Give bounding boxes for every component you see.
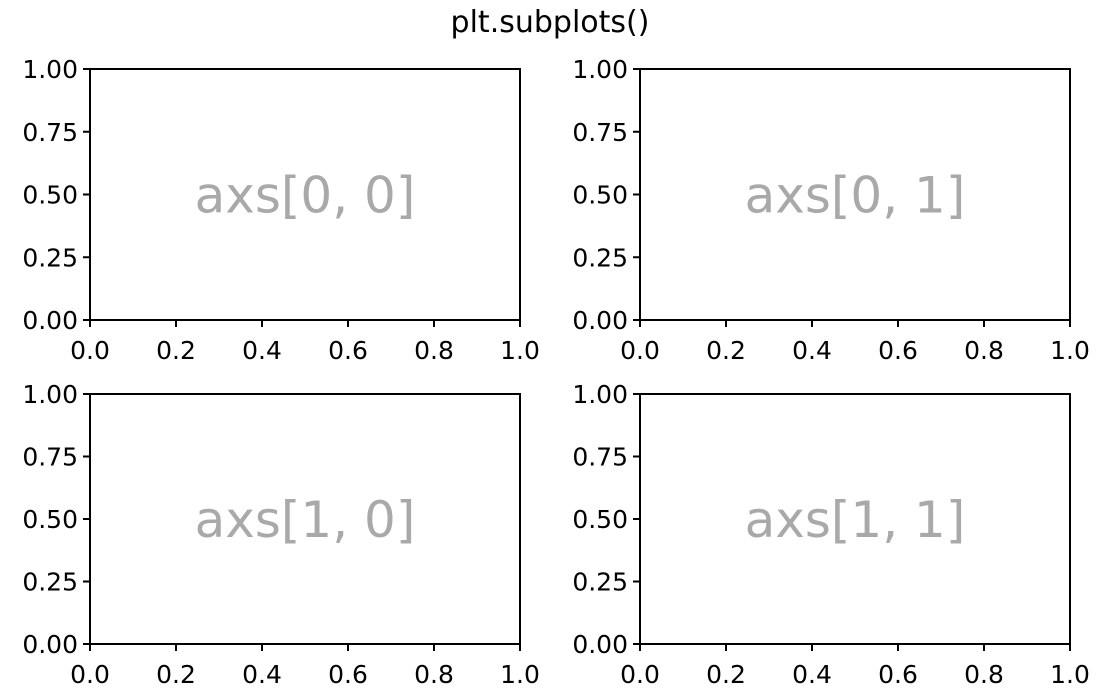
- subplot-axes: 0.0 0.2 0.4 0.6 0.8 1.0 0.00 0.25 0.50 0.75 1.00 ax…: [572, 55, 1090, 365]
- x-tick-label: 0.2: [156, 660, 196, 689]
- axes-frame: [639, 68, 1071, 321]
- y-tick-label: 0.75: [572, 118, 628, 147]
- y-tick-label: 1.00: [22, 380, 78, 409]
- y-tick-label: 0.25: [22, 568, 78, 597]
- y-tick-label: 0.50: [22, 505, 78, 534]
- y-tick-label: 0.25: [572, 243, 628, 272]
- x-tick-label: 1.0: [1050, 660, 1090, 689]
- subplot-axes: 0.0 0.2 0.4 0.6 0.8 1.0 0.00 0.25 0.50 0.75 1.00 ax…: [572, 380, 1090, 689]
- subplot-grid: 0.0 0.2 0.4 0.6 0.8 1.0 0.00 0.25 0.50 0.75 1.00 ax…: [22, 55, 1090, 689]
- x-tick-label: 0.8: [414, 336, 454, 365]
- y-tick-label: 0.25: [22, 243, 78, 272]
- subplot-axes: 0.0 0.2 0.4 0.6 0.8 1.0 0.00 0.25 0.50 0.75 1.00 ax…: [22, 380, 540, 689]
- subplot-axes: 0.0 0.2 0.4 0.6 0.8 1.0 0.00 0.25 0.50 0.75 1.00 ax…: [22, 55, 540, 365]
- axes-frame: [639, 393, 1071, 645]
- x-tick-label: 0.6: [878, 336, 918, 365]
- axes-frame: [89, 68, 521, 321]
- x-tick-label: 0.8: [964, 336, 1004, 365]
- x-tick-label: 0.0: [620, 660, 660, 689]
- x-tick-label: 0.6: [328, 336, 368, 365]
- panel-annotation: axs[1, 1]: [745, 491, 966, 549]
- x-tick-label: 0.8: [414, 660, 454, 689]
- x-tick-label: 0.8: [964, 660, 1004, 689]
- panel-annotation: axs[0, 0]: [195, 167, 416, 225]
- x-tick-label: 0.2: [706, 660, 746, 689]
- x-tick-label: 0.2: [706, 336, 746, 365]
- x-tick-label: 1.0: [500, 336, 540, 365]
- x-tick-label: 0.0: [620, 336, 660, 365]
- y-tick-label: 0.50: [572, 505, 628, 534]
- y-tick-label: 0.75: [572, 443, 628, 472]
- x-tick-label: 0.0: [70, 660, 110, 689]
- y-tick-label: 0.00: [22, 630, 78, 659]
- x-tick-label: 0.2: [156, 336, 196, 365]
- y-tick-label: 0.75: [22, 118, 78, 147]
- y-tick-label: 1.00: [22, 55, 78, 84]
- y-tick-label: 0.50: [22, 181, 78, 210]
- y-tick-label: 0.25: [572, 568, 628, 597]
- y-tick-label: 1.00: [572, 55, 628, 84]
- y-tick-label: 0.50: [572, 181, 628, 210]
- y-tick-label: 0.75: [22, 443, 78, 472]
- x-tick-label: 0.4: [792, 660, 832, 689]
- x-tick-label: 0.6: [878, 660, 918, 689]
- panel-annotation: axs[0, 1]: [745, 167, 966, 225]
- x-tick-label: 1.0: [500, 660, 540, 689]
- y-tick-label: 0.00: [572, 306, 628, 335]
- y-tick-label: 0.00: [22, 306, 78, 335]
- y-tick-label: 1.00: [572, 380, 628, 409]
- x-tick-label: 1.0: [1050, 336, 1090, 365]
- x-tick-label: 0.4: [242, 660, 282, 689]
- axes-frame: [89, 393, 521, 645]
- y-tick-label: 0.00: [572, 630, 628, 659]
- x-tick-label: 0.4: [792, 336, 832, 365]
- panel-annotation: axs[1, 0]: [195, 491, 416, 549]
- figure-suptitle: plt.subplots(): [451, 5, 650, 40]
- x-tick-label: 0.6: [328, 660, 368, 689]
- x-tick-label: 0.4: [242, 336, 282, 365]
- x-tick-label: 0.0: [70, 336, 110, 365]
